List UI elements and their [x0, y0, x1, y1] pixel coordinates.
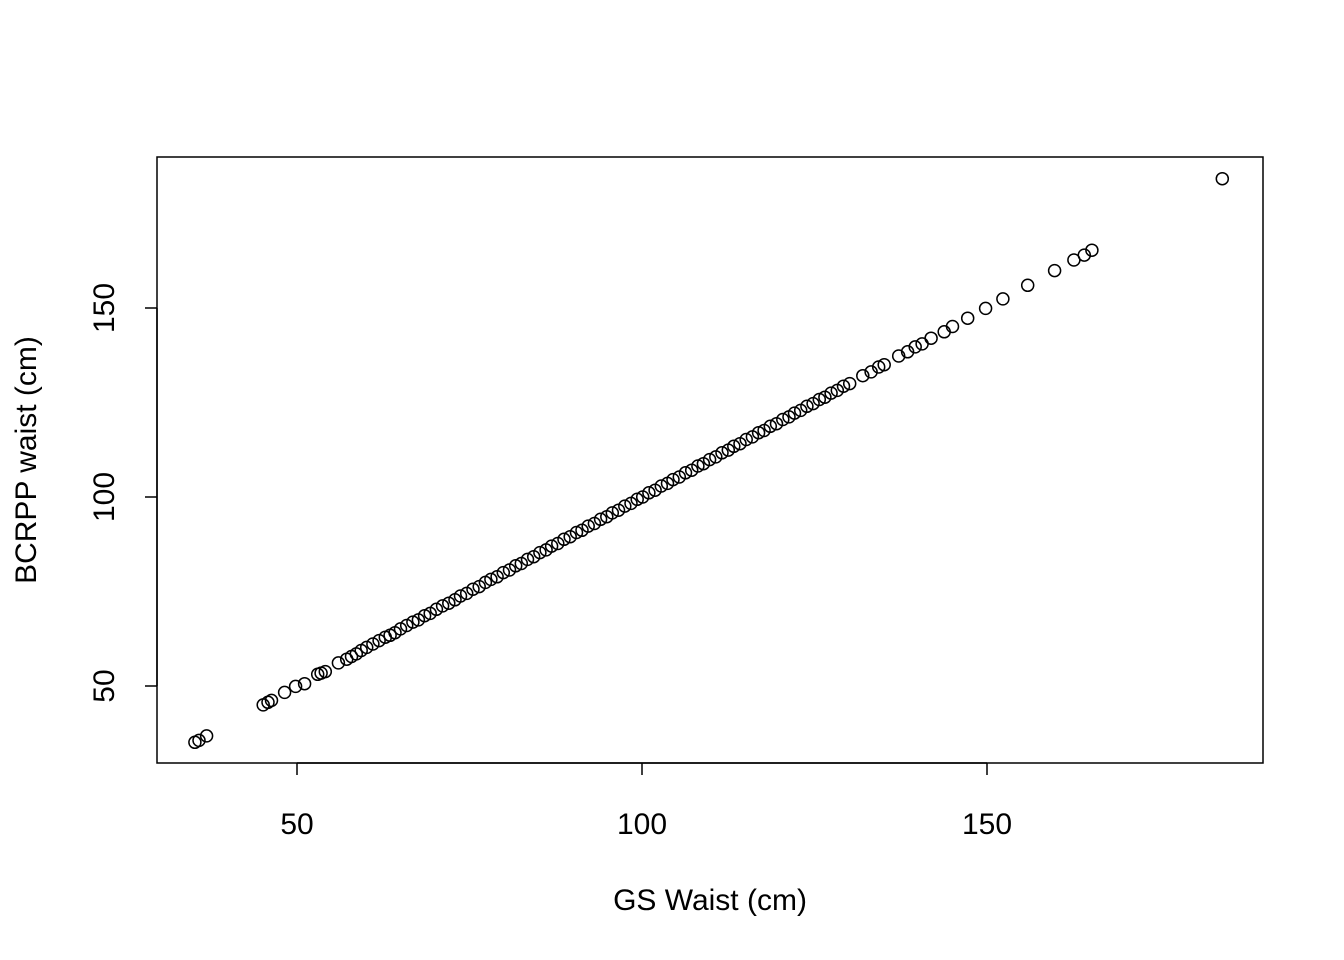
data-point	[277, 685, 292, 700]
y-tick-label: 50	[88, 669, 121, 702]
data-point	[642, 486, 656, 500]
data-point	[787, 406, 802, 420]
data-point	[1077, 248, 1092, 262]
data-point	[1085, 243, 1099, 257]
data-point	[996, 292, 1010, 306]
data-point	[1047, 263, 1062, 278]
data-point	[192, 733, 206, 748]
data-point	[800, 399, 814, 414]
data-point	[1215, 171, 1230, 186]
y-axis: 50 100 150	[88, 283, 158, 703]
data-point	[877, 357, 891, 372]
data-point	[891, 349, 906, 363]
data-point	[678, 466, 693, 480]
data-point	[960, 311, 975, 325]
data-point	[605, 506, 620, 520]
data-point	[915, 337, 929, 351]
data-point	[331, 656, 346, 670]
data-point	[581, 519, 595, 533]
data-point	[776, 412, 790, 427]
data-point	[484, 572, 498, 587]
data-point	[842, 376, 857, 391]
data-point	[593, 512, 608, 527]
data-point	[453, 589, 468, 603]
data-point	[739, 432, 753, 447]
data-point	[654, 479, 669, 493]
data-point	[900, 345, 915, 359]
data-point	[318, 664, 333, 679]
data-point	[727, 439, 741, 454]
x-axis: 50 100 150	[280, 762, 1012, 841]
data-point	[666, 472, 680, 487]
data-point	[1020, 278, 1035, 293]
data-point	[544, 539, 559, 553]
data-point	[264, 693, 279, 708]
data-point	[824, 386, 838, 400]
data-point	[945, 319, 960, 334]
data-point	[496, 565, 511, 580]
data-point	[288, 679, 303, 694]
y-tick-label: 150	[88, 283, 121, 333]
data-point	[520, 552, 535, 567]
data-point	[924, 331, 938, 345]
data-points	[188, 171, 1230, 750]
data-point	[864, 365, 878, 379]
data-point	[297, 676, 312, 691]
data-point	[978, 301, 993, 316]
data-point	[533, 545, 547, 560]
data-point	[557, 532, 571, 547]
data-point	[435, 599, 450, 613]
data-point	[908, 340, 922, 354]
x-tick-label: 150	[962, 808, 1012, 841]
y-axis-title: BCRPP waist (cm)	[10, 336, 43, 584]
x-tick-label: 50	[280, 808, 313, 841]
data-point	[618, 499, 632, 513]
data-point	[763, 419, 778, 434]
data-point	[856, 368, 870, 383]
data-point	[836, 379, 851, 393]
data-point	[199, 729, 214, 743]
x-axis-title: GS Waist (cm)	[613, 884, 807, 917]
y-tick-label: 100	[88, 472, 121, 522]
x-tick-label: 100	[617, 808, 667, 841]
data-point	[466, 582, 480, 596]
data-point	[702, 452, 717, 467]
data-point	[715, 446, 729, 460]
